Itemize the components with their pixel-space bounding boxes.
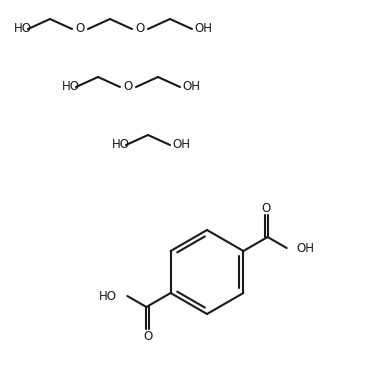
Text: HO: HO — [99, 290, 117, 302]
Text: O: O — [75, 23, 85, 35]
Text: HO: HO — [62, 81, 80, 93]
Text: O: O — [261, 201, 271, 215]
Text: OH: OH — [297, 242, 315, 254]
Text: O: O — [143, 329, 152, 342]
Text: O: O — [135, 23, 145, 35]
Text: OH: OH — [182, 81, 200, 93]
Text: HO: HO — [14, 23, 32, 35]
Text: OH: OH — [194, 23, 212, 35]
Text: OH: OH — [172, 138, 190, 152]
Text: O: O — [124, 81, 133, 93]
Text: HO: HO — [112, 138, 130, 152]
